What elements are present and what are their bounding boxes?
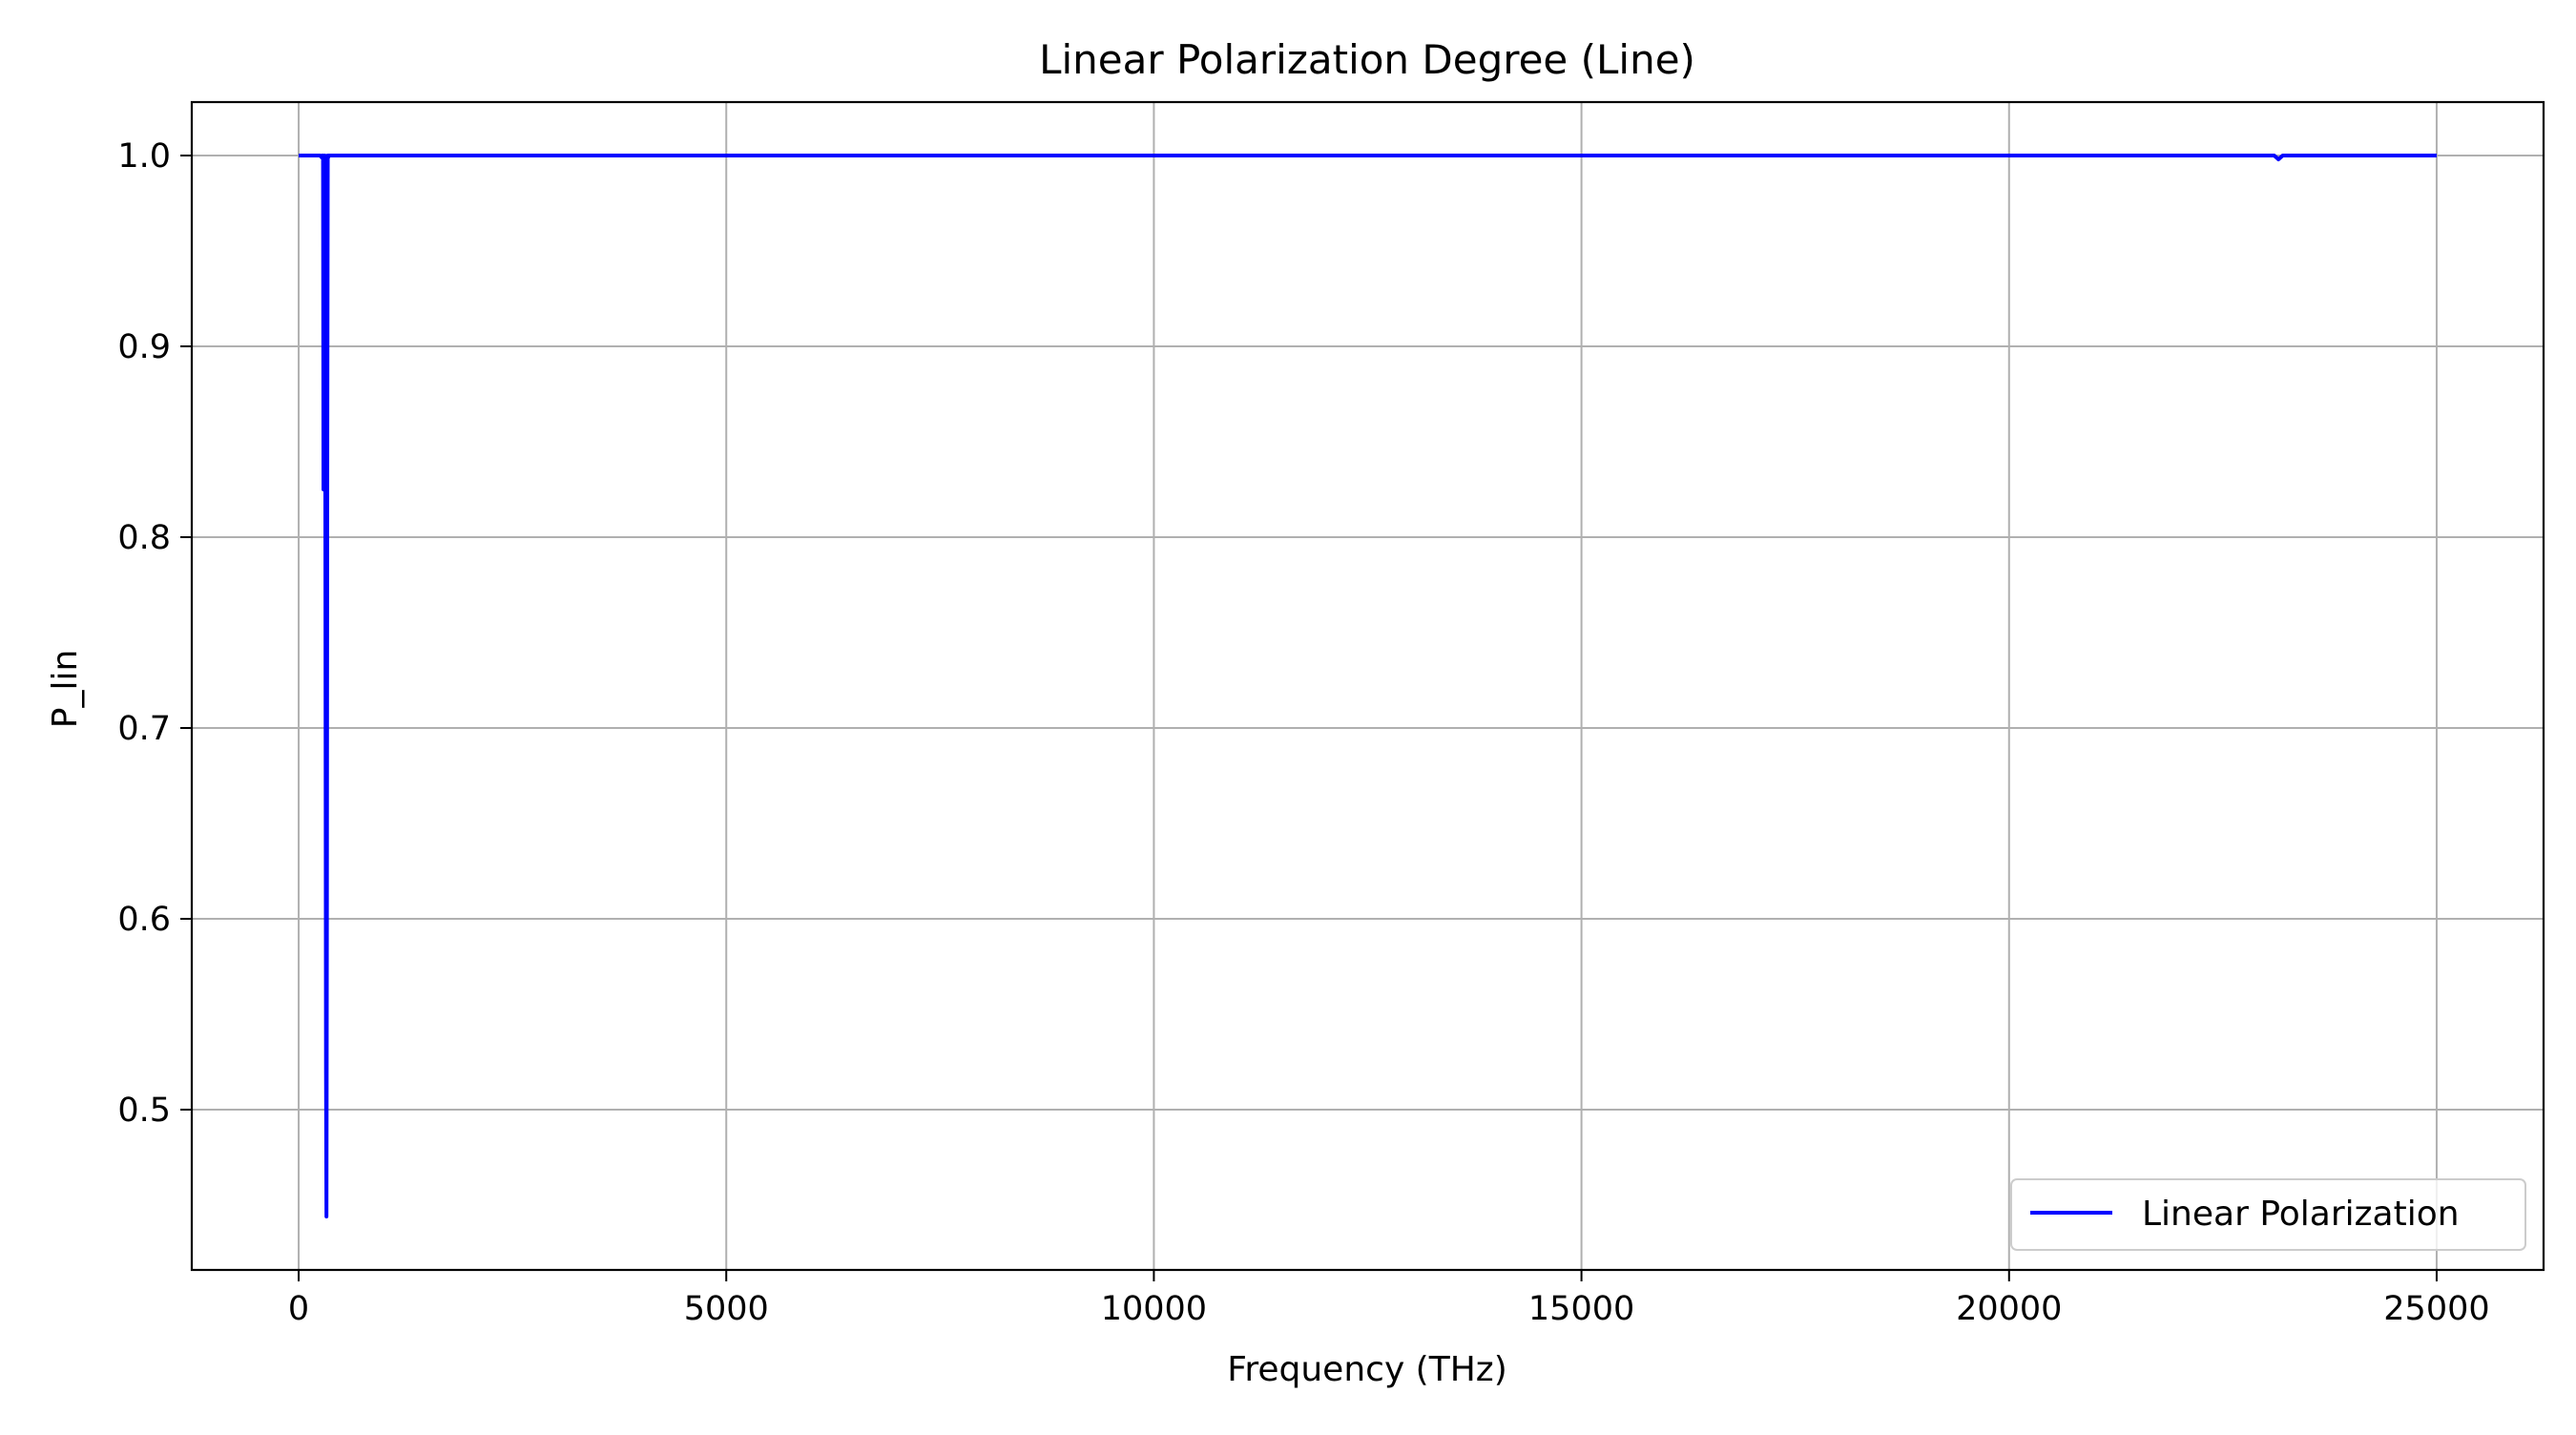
series-layer: [299, 154, 2437, 1218]
y-tick-label: 0.6: [117, 901, 171, 939]
legend: Linear Polarization: [2010, 1178, 2526, 1251]
x-tick-label: 0: [288, 1290, 309, 1328]
legend-box: [2010, 1178, 2526, 1251]
y-tick-label: 1.0: [117, 137, 171, 176]
grid-lines: [192, 102, 2544, 1270]
chart-title: Linear Polarization Degree (Line): [1039, 36, 1695, 83]
x-tick-label: 25000: [2383, 1290, 2489, 1328]
y-tick-label: 0.8: [117, 519, 171, 557]
y-tick-label: 0.5: [117, 1092, 171, 1130]
legend-label-linear-polarization: Linear Polarization: [2142, 1195, 2460, 1234]
x-tick-label: 15000: [1528, 1290, 1634, 1328]
x-axis-ticks: 0 5000 10000 15000 20000 25000: [288, 1270, 2490, 1328]
y-axis-ticks: 0.5 0.6 0.7 0.8 0.9 1.0: [117, 137, 192, 1130]
x-axis-label: Frequency (THz): [1227, 1350, 1506, 1389]
x-tick-label: 20000: [1956, 1290, 2062, 1328]
x-tick-label: 10000: [1101, 1290, 1207, 1328]
y-axis-label: P_lin: [46, 650, 85, 729]
plot-frame: [190, 100, 2545, 1272]
y-tick-label: 0.9: [117, 328, 171, 366]
y-tick-label: 0.7: [117, 710, 171, 748]
x-tick-label: 5000: [684, 1290, 769, 1328]
series-line-linear-polarization: [299, 154, 2437, 1218]
